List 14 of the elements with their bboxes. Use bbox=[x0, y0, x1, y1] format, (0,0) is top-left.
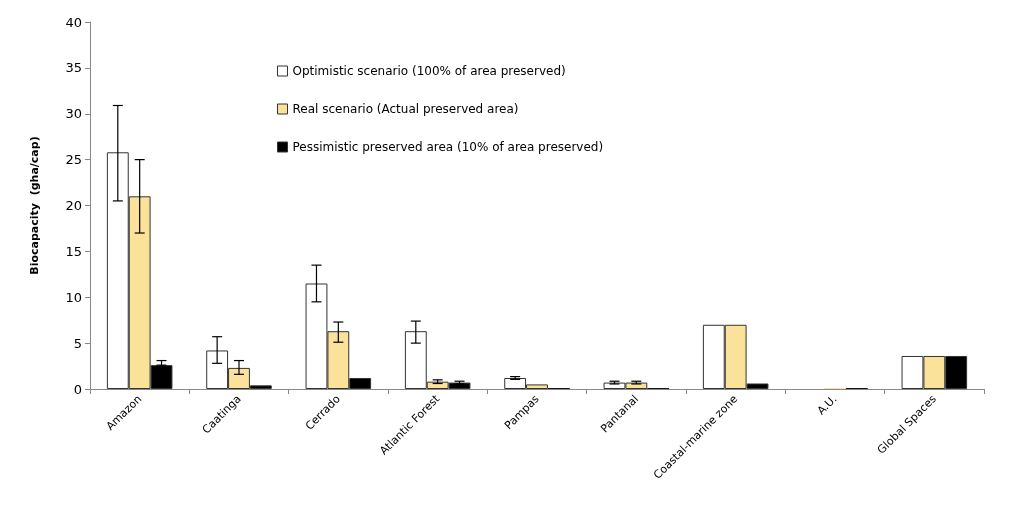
x-tick-label: A.U. bbox=[814, 392, 840, 418]
legend-label: Real scenario (Actual preserved area) bbox=[292, 102, 519, 116]
y-axis-title: Biocapacity (gha/cap) bbox=[28, 136, 41, 275]
y-tick-label: 5 bbox=[73, 335, 82, 351]
y-tick-label: 40 bbox=[65, 14, 82, 30]
y-tick-label: 20 bbox=[65, 198, 82, 213]
legend-label: Pessimistic preserved area (10% of area preserved) bbox=[292, 140, 604, 154]
y-tick-label: 15 bbox=[65, 243, 82, 259]
legend-label: Optimistic scenario (100% of area preserved) bbox=[292, 64, 566, 78]
y-tick-label: 0 bbox=[73, 381, 82, 397]
y-tick-label: 35 bbox=[65, 60, 82, 76]
y-tick-label: 25 bbox=[65, 152, 82, 168]
y-tick-label: 30 bbox=[65, 106, 82, 122]
y-tick-label: 10 bbox=[65, 289, 82, 305]
